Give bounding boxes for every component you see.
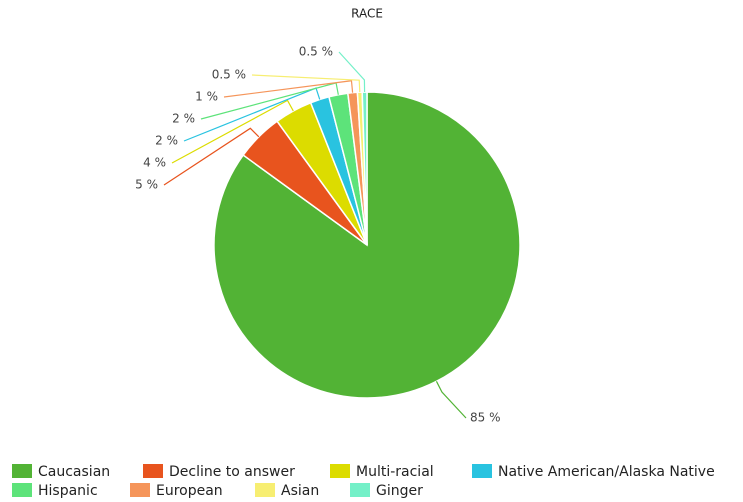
- legend-label: Native American/Alaska Native: [498, 464, 715, 480]
- legend-swatch: [130, 483, 150, 497]
- legend-swatch: [330, 464, 350, 478]
- legend-swatch: [12, 483, 32, 497]
- label-connector: [223, 80, 354, 98]
- data-label: 0.5 %: [212, 68, 246, 82]
- legend-label: Decline to answer: [169, 464, 295, 480]
- label-connector: [435, 381, 467, 419]
- data-label: 4 %: [143, 156, 166, 170]
- data-label: 5 %: [135, 178, 158, 192]
- legend-swatch: [255, 483, 275, 497]
- label-connector: [338, 51, 366, 93]
- legend-swatch: [12, 464, 32, 478]
- data-label: 85 %: [470, 411, 501, 425]
- legend-swatch: [143, 464, 163, 478]
- chart-title: RACE: [351, 7, 383, 21]
- data-label: 2 %: [172, 112, 195, 126]
- legend-label: European: [156, 483, 223, 499]
- legend-label: Hispanic: [38, 483, 98, 499]
- legend-swatch: [472, 464, 492, 478]
- legend-label: Multi-racial: [356, 464, 434, 480]
- legend-label: Caucasian: [38, 464, 110, 480]
- data-label: 1 %: [195, 90, 218, 104]
- legend-label: Asian: [281, 483, 319, 499]
- legend-label: Ginger: [376, 483, 423, 499]
- label-connector: [171, 99, 294, 164]
- legend-swatch: [350, 483, 370, 497]
- label-connector: [163, 127, 260, 186]
- data-label: 0.5 %: [299, 45, 333, 59]
- label-connector: [251, 74, 361, 93]
- data-label: 2 %: [155, 134, 178, 148]
